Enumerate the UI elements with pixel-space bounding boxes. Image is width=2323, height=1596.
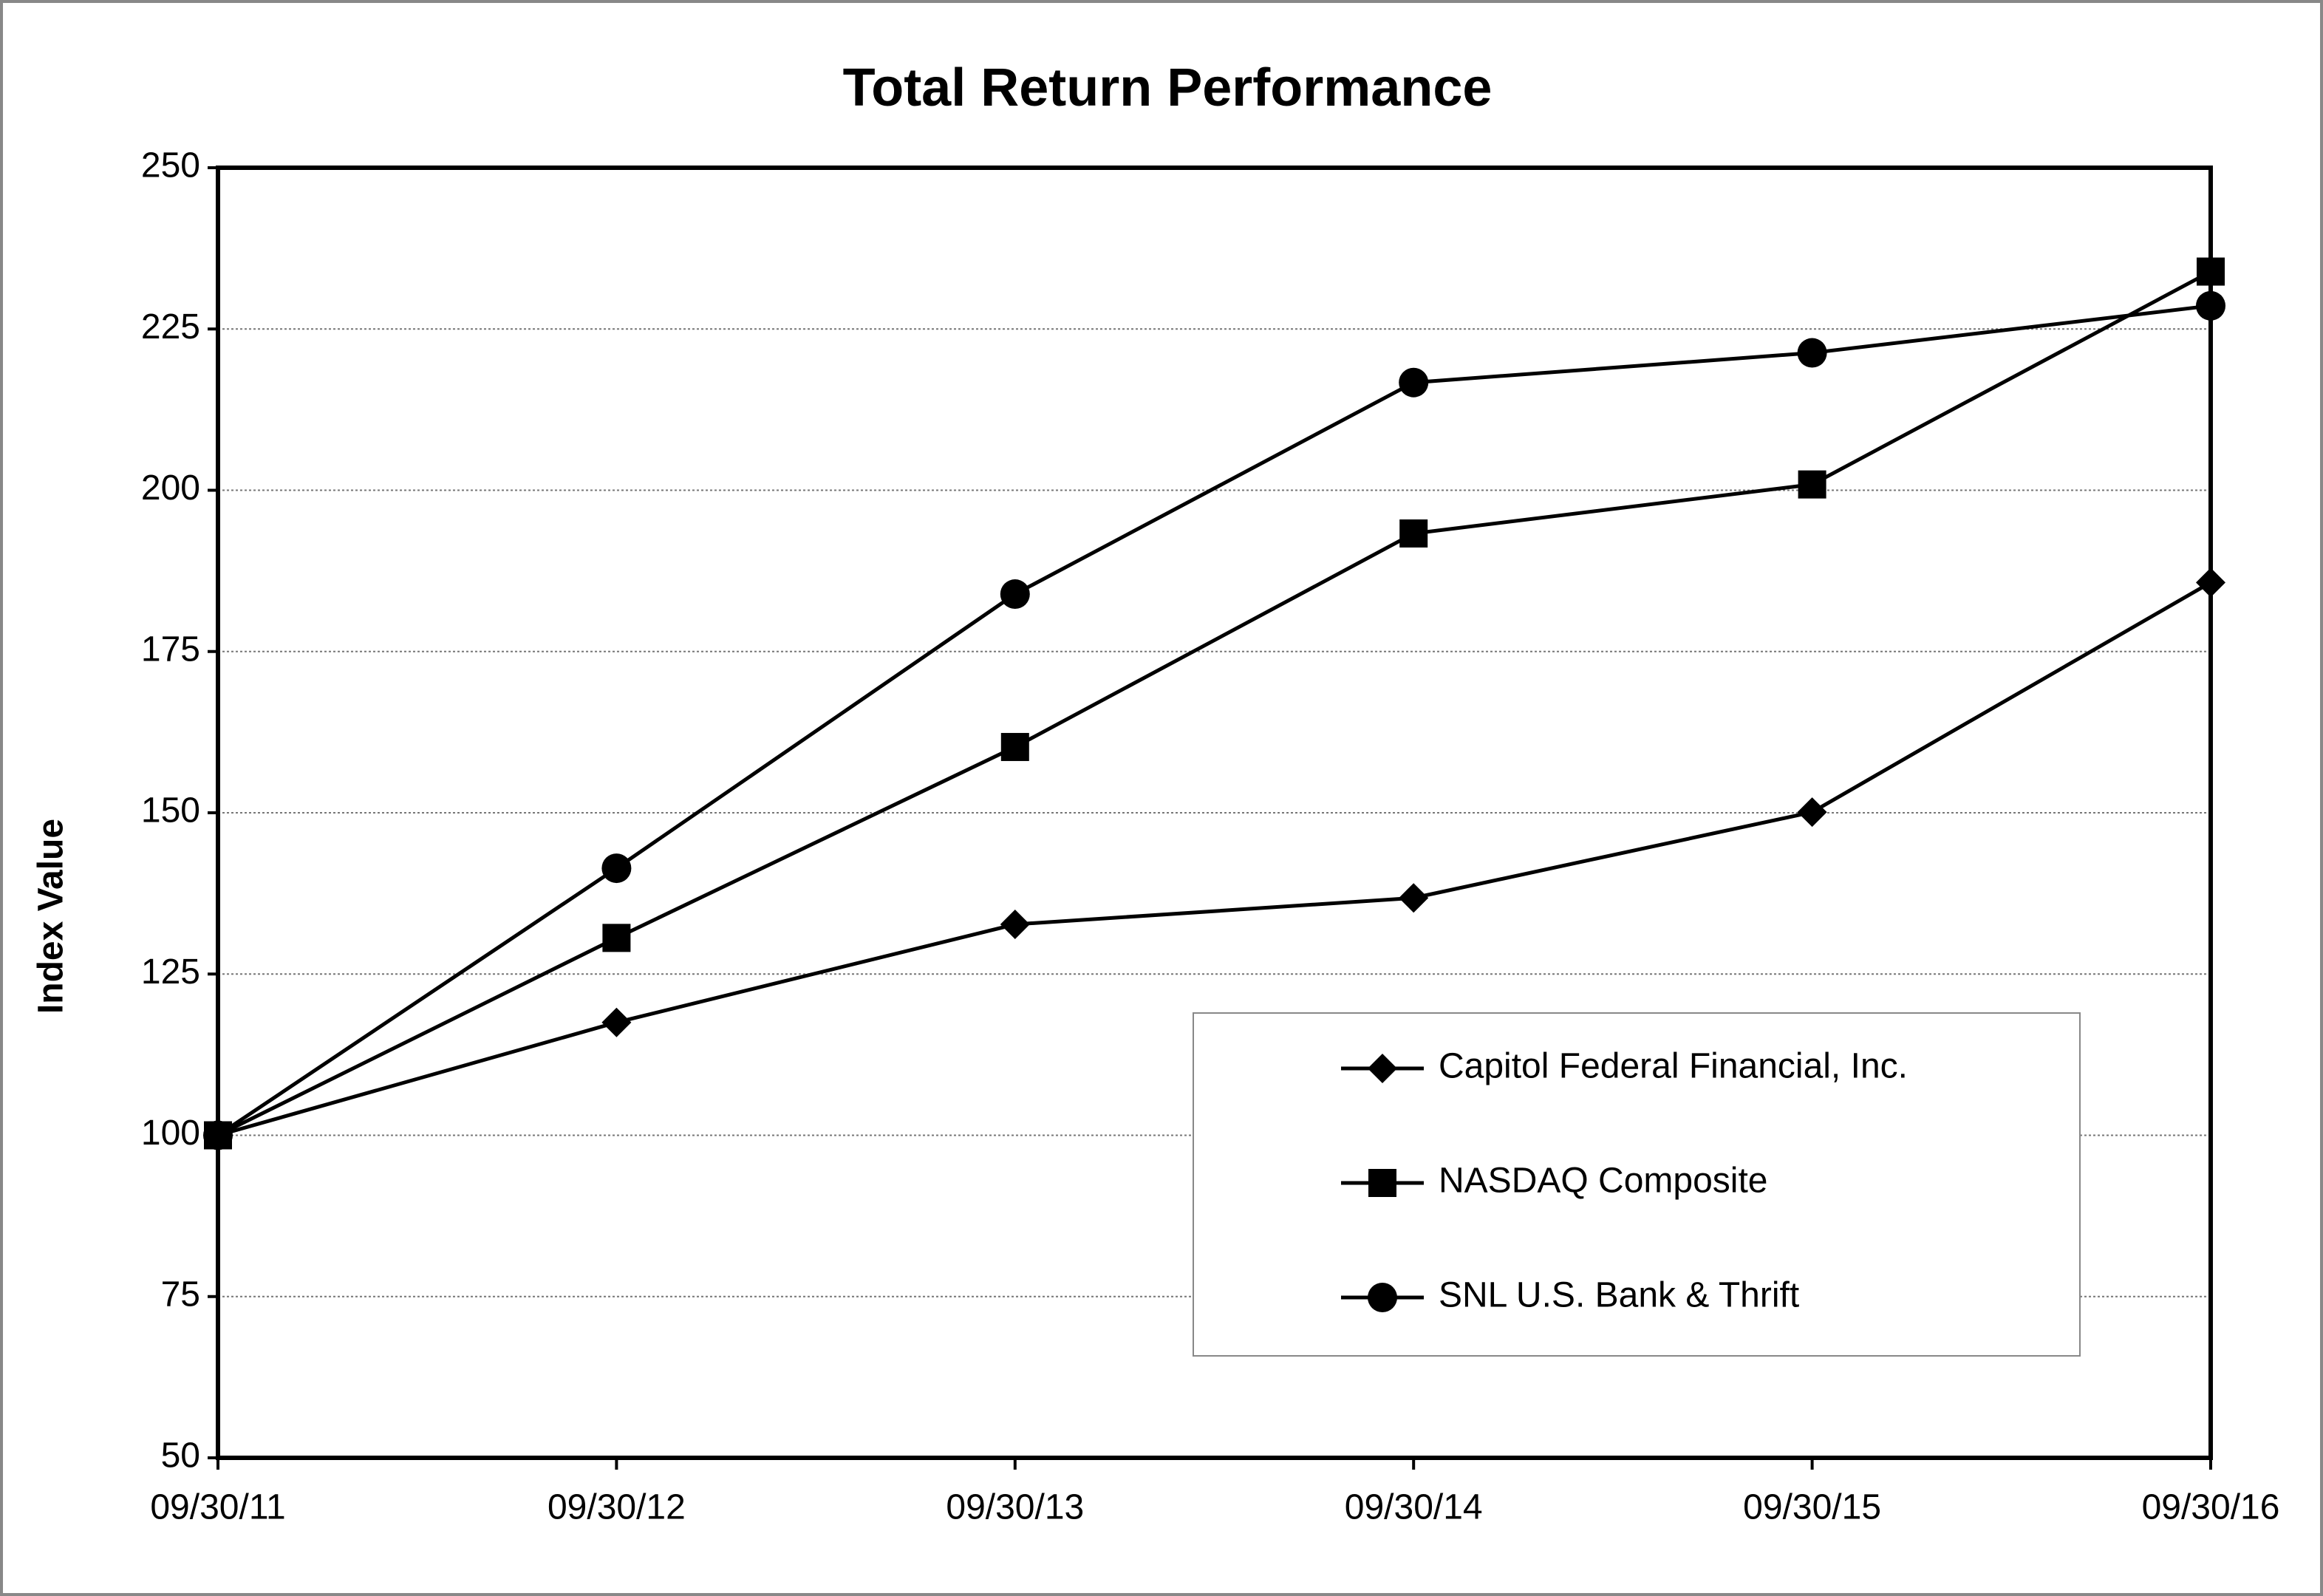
legend-marker [1368, 1169, 1396, 1197]
legend-label: Capitol Federal Financial, Inc. [1439, 1047, 1908, 1086]
series-line [216, 270, 2212, 1137]
marker [1797, 797, 1827, 828]
marker [2196, 567, 2225, 598]
y-tick-label: 125 [141, 952, 200, 992]
y-tick-label: 200 [141, 468, 200, 508]
marker [601, 1007, 632, 1037]
x-tick-label: 09/30/16 [2142, 1488, 2280, 1527]
series-line [217, 581, 2212, 1137]
y-tick-label: 150 [141, 791, 200, 831]
y-axis-label: Index Value [32, 819, 71, 1014]
x-tick-label: 09/30/11 [150, 1488, 285, 1527]
y-tick-label: 225 [141, 307, 200, 347]
legend-label: NASDAQ Composite [1439, 1162, 1767, 1201]
marker [1000, 732, 1029, 761]
marker [2197, 257, 2225, 286]
plot-area [216, 166, 2213, 1460]
legend-label: SNL U.S. Bank & Thrift [1439, 1276, 1799, 1315]
series-line [216, 304, 2211, 1137]
marker [1000, 579, 1030, 610]
x-tick-label: 09/30/13 [946, 1488, 1084, 1527]
marker [1399, 367, 1429, 398]
marker [1000, 910, 1030, 940]
marker [1399, 519, 1428, 548]
y-tick-label: 250 [141, 146, 200, 185]
x-tick-label: 09/30/12 [548, 1488, 686, 1527]
marker [2196, 290, 2225, 321]
marker [203, 1120, 233, 1150]
x-tick-label: 09/30/15 [1743, 1488, 1881, 1527]
y-tick-label: 175 [141, 630, 200, 669]
x-tick-label: 09/30/14 [1345, 1488, 1483, 1527]
marker [1399, 883, 1429, 913]
y-tick-label: 50 [161, 1436, 200, 1476]
marker [1797, 338, 1827, 368]
y-tick-label: 100 [141, 1114, 200, 1153]
marker [602, 924, 631, 952]
marker [601, 853, 632, 884]
legend-marker [1368, 1054, 1397, 1083]
y-tick-label: 75 [161, 1275, 200, 1314]
chart-title: Total Return Performance [843, 58, 1493, 117]
legend-marker [1368, 1283, 1397, 1312]
marker [1798, 470, 1826, 499]
